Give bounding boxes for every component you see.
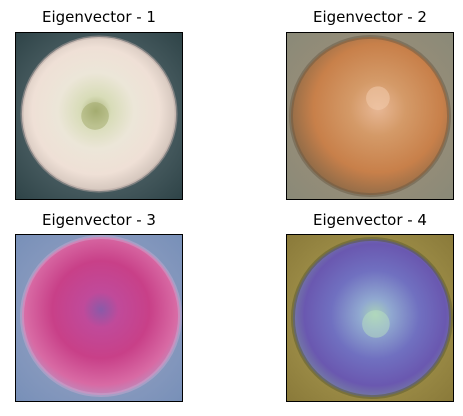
eigenvector-image-4 xyxy=(286,234,454,402)
eigenvector-image-1 xyxy=(15,32,183,200)
panel-title-4: Eigenvector - 4 xyxy=(313,211,427,229)
panel-title-2: Eigenvector - 2 xyxy=(313,8,427,26)
panel-title-1: Eigenvector - 1 xyxy=(42,8,156,26)
eigenvector-image-2 xyxy=(286,32,454,200)
eigenvector-image-3 xyxy=(15,234,183,402)
panel-title-3: Eigenvector - 3 xyxy=(42,211,156,229)
